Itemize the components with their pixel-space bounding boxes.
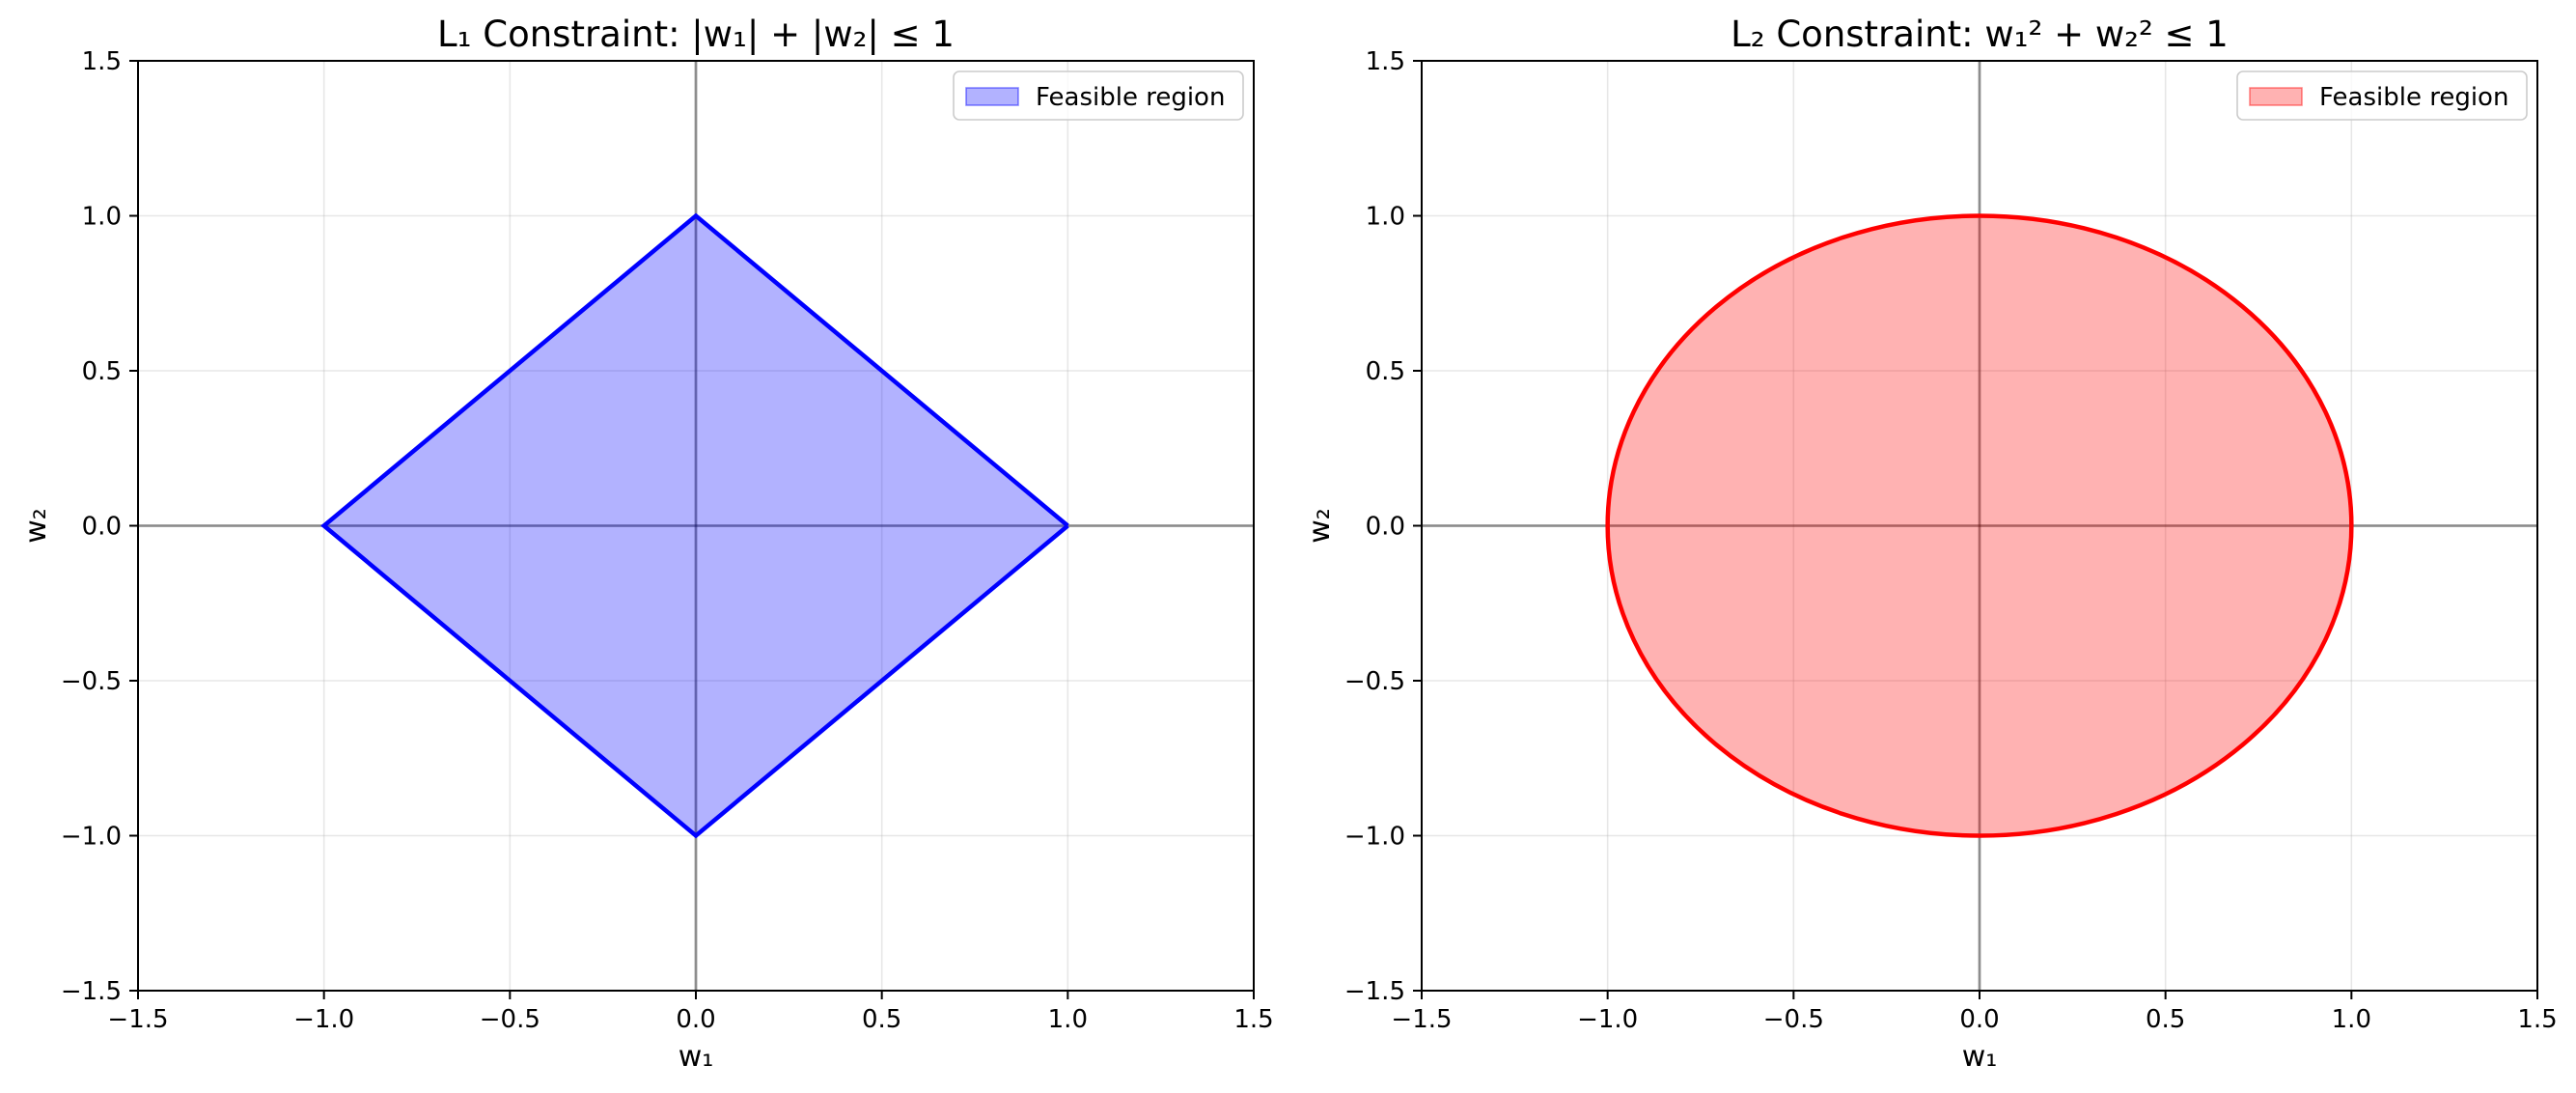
y-tick-label: 0.0 [82, 513, 122, 542]
x-tick-label: 1.0 [2332, 1005, 2371, 1034]
legend-swatch [965, 87, 1019, 106]
legend-entry-label: Feasible region [1036, 83, 1225, 112]
y-axis-label: w₂ [1303, 508, 1337, 544]
legend-box [2236, 70, 2528, 121]
x-tick-label: 0.0 [1959, 1005, 1999, 1034]
y-tick-label: 0.5 [82, 357, 122, 386]
y-tick-label: 1.0 [1366, 203, 1405, 232]
chart-title: L₁ Constraint: |w₁| + |w₂| ≤ 1 [437, 14, 955, 55]
y-tick-label: −1.5 [1344, 977, 1405, 1006]
y-tick-label: 1.5 [1366, 47, 1405, 76]
x-tick-label: −1.5 [107, 1005, 168, 1034]
y-tick-label: −1.0 [1344, 823, 1405, 852]
y-tick-label: 0.5 [1366, 357, 1405, 386]
x-tick-label: −1.0 [293, 1005, 354, 1034]
legend-swatch [2249, 87, 2303, 106]
l1-constraint-panel: −1.5 −1.0 −0.5 0.0 0.5 1.0 1.5 −1.5 −1.0 −0.5 0.0 0… [19, 14, 1274, 1074]
l2-constraint-panel: −1.5 −1.0 −0.5 0.0 0.5 1.0 1.5 −1.5 −1.0 −0.5 0.0 0… [1303, 14, 2558, 1074]
x-axis-label: w₁ [1962, 1040, 1998, 1074]
x-tick-label: 1.5 [2517, 1005, 2557, 1034]
x-tick-label: −0.5 [480, 1005, 540, 1034]
y-tick-label: 1.0 [82, 203, 122, 232]
legend: Feasible region [953, 70, 1244, 121]
y-tick-label: 1.5 [82, 47, 122, 76]
y-tick-label: 0.0 [1366, 513, 1405, 542]
y-tick-label: −0.5 [61, 667, 122, 696]
legend-entry-label: Feasible region [2319, 83, 2508, 112]
feasible-region-fill [1607, 215, 2352, 836]
x-tick-label: 1.5 [1233, 1005, 1273, 1034]
x-axis-label: w₁ [679, 1040, 714, 1074]
l2-boundary-line [1605, 213, 2354, 838]
x-tick-label: 0.5 [862, 1005, 901, 1034]
legend: Feasible region [2236, 70, 2528, 121]
y-tick-label: −0.5 [1344, 667, 1405, 696]
x-tick-label: −1.5 [1391, 1005, 1452, 1034]
chart-title: L₂ Constraint: w₁² + w₂² ≤ 1 [1731, 14, 2229, 55]
y-axis-label: w₂ [19, 508, 53, 544]
x-tick-label: 1.0 [1048, 1005, 1088, 1034]
l1-boundary-line [320, 212, 1069, 839]
y-tick-label: −1.5 [61, 977, 122, 1006]
x-tick-label: 0.5 [2146, 1005, 2185, 1034]
x-tick-label: −0.5 [1763, 1005, 1824, 1034]
x-tick-label: −1.0 [1577, 1005, 1638, 1034]
legend-box [953, 70, 1244, 121]
x-tick-label: 0.0 [676, 1005, 715, 1034]
y-tick-label: −1.0 [61, 823, 122, 852]
